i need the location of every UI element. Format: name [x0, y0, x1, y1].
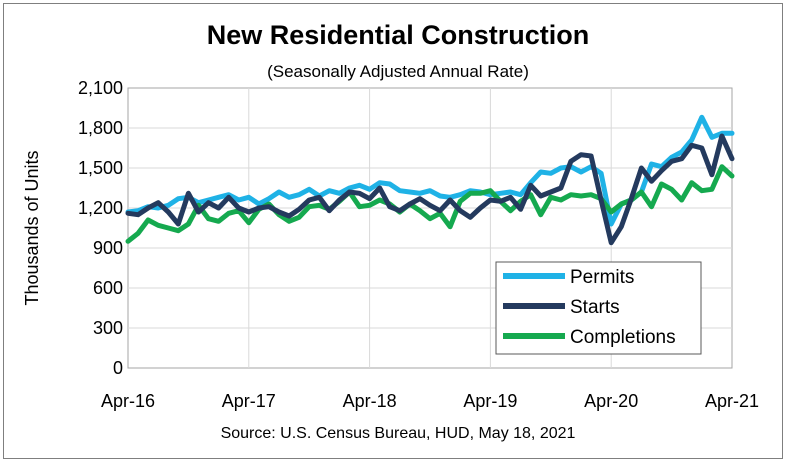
y-tick-label: 900	[93, 238, 123, 258]
series-line-starts	[125, 133, 735, 246]
x-tick-label: Apr-19	[463, 391, 517, 411]
legend-label-permits: Permits	[570, 267, 634, 288]
x-tick-label: Apr-21	[705, 391, 759, 411]
y-tick-label: 1,800	[78, 118, 123, 138]
x-tick-label: Apr-18	[343, 391, 397, 411]
y-tick-label: 2,100	[78, 78, 123, 98]
y-tick-label: 300	[93, 318, 123, 338]
series-lines	[125, 114, 735, 246]
x-tick-label: Apr-20	[584, 391, 638, 411]
y-tick-label: 600	[93, 278, 123, 298]
x-tick-label: Apr-16	[101, 391, 155, 411]
x-tick-label: Apr-17	[222, 391, 276, 411]
legend: Permits Starts Completions	[495, 261, 702, 355]
y-axis-title: Thousands of Units	[22, 150, 42, 305]
gridlines	[128, 88, 732, 368]
legend-label-starts: Starts	[570, 297, 620, 318]
chart-subtitle: (Seasonally Adjusted Annual Rate)	[267, 62, 529, 81]
y-tick-label: 0	[113, 358, 123, 378]
y-tick-label: 1,500	[78, 158, 123, 178]
source-note: Source: U.S. Census Bureau, HUD, May 18,…	[221, 425, 576, 442]
y-axis-tick-labels: 0 300 600 900 1,200 1,500 1,800 2,100	[78, 78, 123, 378]
chart-title: New Residential Construction	[207, 20, 590, 50]
legend-label-completions: Completions	[570, 327, 676, 348]
y-tick-label: 1,200	[78, 198, 123, 218]
x-axis-tick-labels: Apr-16 Apr-17 Apr-18 Apr-19 Apr-20 Apr-21	[101, 391, 759, 411]
